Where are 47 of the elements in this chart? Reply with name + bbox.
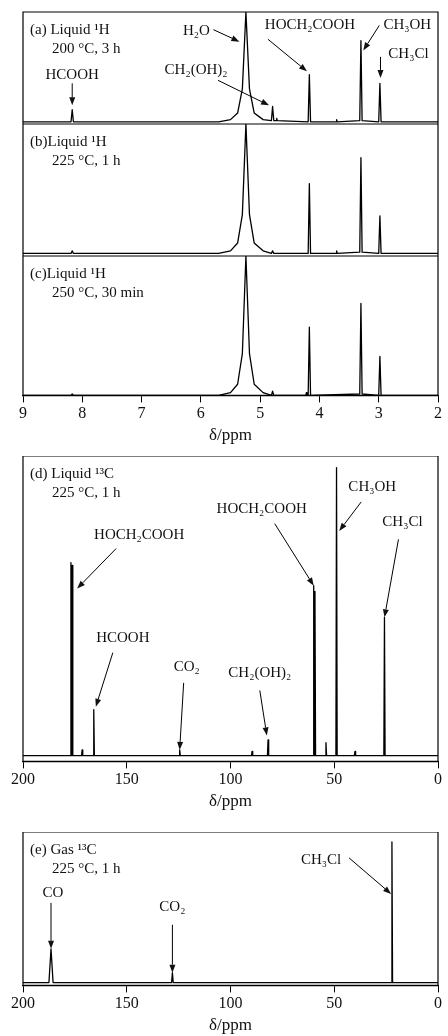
- text: 225 °C, 1 h: [52, 483, 121, 500]
- x-tick-label: 5: [256, 404, 265, 422]
- chart-title: (e) Gas ¹³C: [30, 840, 97, 858]
- annotation: CH₃Cl: [388, 44, 429, 61]
- x-tick-label: 0: [434, 770, 442, 788]
- x-tick-label: 6: [196, 404, 205, 422]
- x-tick-label: 8: [78, 404, 87, 422]
- x-tick-label: 3: [374, 404, 383, 422]
- x-axis-title: δ/ppm: [209, 1015, 252, 1035]
- x-tick-label: 200: [11, 770, 35, 788]
- annotation: CH₃OH: [348, 477, 397, 494]
- text: 200 °C, 3 h: [52, 39, 121, 56]
- text: (a) Liquid ¹H: [30, 20, 110, 38]
- x-tick-label: 0: [434, 994, 442, 1012]
- x-axis-title: δ/ppm: [209, 425, 252, 445]
- annotation: HOCH₂COOH: [264, 16, 356, 33]
- x-tick-label: 50: [326, 770, 343, 788]
- annotation: H₂O: [182, 21, 210, 38]
- annotation: CH₃Cl: [300, 850, 342, 867]
- x-tick-label: 150: [114, 770, 139, 788]
- x-tick-label: 7: [137, 404, 146, 422]
- x-tick-label: 9: [19, 404, 27, 422]
- text: (c)Liquid ¹H: [30, 264, 106, 282]
- x-axis-title: δ/ppm: [209, 791, 252, 811]
- x-tick-label: 2: [434, 404, 442, 422]
- chart-title: (d) Liquid ¹³C: [30, 464, 114, 482]
- annotation: CH₃Cl: [382, 513, 423, 530]
- annotation: CO₂: [159, 897, 186, 914]
- x-tick-label: 200: [11, 994, 35, 1012]
- text: 225 °C, 1 h: [52, 151, 121, 168]
- annotation: CH₂(OH)₂: [164, 61, 228, 79]
- x-tick-label: 100: [218, 770, 243, 788]
- annotation: CH₂(OH)₂: [228, 664, 292, 682]
- annotation: HCOOH: [45, 66, 100, 83]
- annotation: HOCH₂COOH: [94, 526, 185, 543]
- annotation: CO₂: [173, 657, 200, 674]
- x-tick-label: 100: [218, 994, 243, 1012]
- x-tick-label: 150: [114, 994, 139, 1012]
- annotation: CO: [42, 883, 64, 900]
- annotation: HOCH₂COOH: [216, 499, 307, 516]
- x-tick-label: 50: [326, 994, 343, 1012]
- annotation: CH₃OH: [383, 16, 432, 33]
- text: 225 °C, 1 h: [52, 859, 121, 876]
- annotation: HCOOH: [96, 628, 150, 645]
- text: (b)Liquid ¹H: [30, 132, 107, 150]
- x-tick-label: 4: [315, 404, 324, 422]
- text: 250 °C, 30 min: [52, 283, 145, 300]
